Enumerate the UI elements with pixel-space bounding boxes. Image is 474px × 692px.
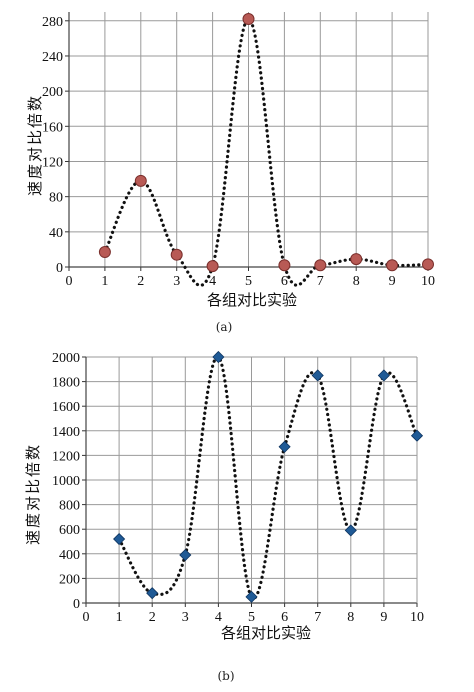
x-tick-label: 8: [353, 274, 360, 289]
x-tick-label: 7: [314, 610, 321, 625]
y-axis-title-a: 速度对比倍数: [26, 94, 44, 196]
x-tick-label: 6: [281, 274, 288, 289]
y-tick-label: 1600: [52, 400, 80, 415]
data-point: [350, 253, 363, 266]
data-point: [422, 258, 434, 271]
y-tick-label: 240: [42, 50, 63, 65]
y-tick-label: 1800: [52, 376, 80, 391]
x-tick-label: 4: [209, 274, 216, 289]
data-point: [314, 259, 327, 272]
x-tick-label: 5: [245, 274, 252, 289]
y-tick-label: 0: [73, 597, 80, 612]
x-tick-label: 6: [281, 610, 288, 625]
y-tick-label: 600: [59, 523, 80, 538]
y-tick-label: 400: [59, 548, 80, 563]
x-tick-label: 2: [149, 610, 156, 625]
x-tick-label: 3: [173, 274, 180, 289]
x-axis-title-b: 各组对比实验: [221, 624, 311, 642]
chart-panel-b: 0 200 400 600 800 1000 1200 1400 1600 1800 2000 0 1…: [24, 350, 425, 683]
y-tick-label: 40: [49, 226, 63, 241]
y-tick-labels-a: 0 40 80 120 160 200 240 280: [42, 15, 63, 276]
x-tick-label: 4: [215, 610, 222, 625]
x-tick-label: 10: [410, 610, 424, 625]
data-point: [146, 587, 159, 600]
y-tick-label: 1400: [52, 425, 80, 440]
x-tick-label: 8: [347, 610, 354, 625]
data-points-a: [98, 13, 434, 273]
x-tick-label: 1: [116, 610, 123, 625]
data-point: [278, 259, 291, 272]
x-tick-label: 3: [182, 610, 189, 625]
data-point: [344, 524, 357, 537]
data-point: [113, 532, 126, 546]
data-point: [170, 248, 183, 261]
data-point: [278, 440, 291, 453]
x-tick-label: 10: [421, 274, 435, 289]
data-points-b: [113, 350, 424, 603]
chart-panel-a: 0 40 80 120 160 200 240 280 0 1 2 3 4 5 6 7 8 9 10 各组对比实验…: [26, 12, 435, 334]
x-tick-label: 9: [389, 274, 396, 289]
x-tick-label: 0: [66, 274, 73, 289]
x-tick-label: 0: [83, 610, 90, 625]
axes-b: [82, 356, 418, 607]
y-tick-label: 160: [42, 120, 63, 135]
x-tick-label: 5: [248, 610, 255, 625]
data-point: [242, 13, 255, 26]
y-tick-label: 2000: [52, 351, 80, 366]
x-tick-label: 1: [101, 274, 108, 289]
data-point: [98, 246, 111, 259]
x-tick-label: 9: [380, 610, 387, 625]
x-tick-label: 7: [317, 274, 324, 289]
data-point: [386, 259, 399, 272]
y-tick-label: 120: [42, 155, 63, 170]
y-tick-label: 200: [59, 572, 80, 587]
x-tick-label: 2: [137, 274, 144, 289]
y-axis-title-b: 速度对比倍数: [24, 443, 42, 545]
gridlines-a: [69, 12, 429, 267]
x-tick-labels-b: 0 1 2 3 4 5 6 7 8 9 10: [83, 610, 425, 625]
gridlines-b: [86, 356, 418, 603]
x-tick-labels-a: 0 1 2 3 4 5 6 7 8 9 10: [66, 274, 436, 289]
panel-caption-a: (a): [216, 320, 233, 334]
data-point: [179, 548, 192, 562]
y-tick-label: 80: [49, 191, 63, 206]
data-point: [212, 350, 225, 364]
y-tick-labels-b: 0 200 400 600 800 1000 1200 1400 1600 1800 2000: [52, 351, 80, 612]
y-tick-label: 1000: [52, 474, 80, 489]
data-point: [410, 429, 424, 442]
y-tick-label: 0: [56, 261, 63, 276]
y-tick-label: 800: [59, 499, 80, 514]
y-tick-label: 1200: [52, 449, 80, 464]
y-tick-label: 200: [42, 85, 63, 100]
y-tick-label: 280: [42, 15, 63, 30]
panel-caption-b: (b): [217, 669, 234, 683]
data-point: [134, 174, 147, 187]
x-axis-title-a: 各组对比实验: [207, 291, 297, 309]
data-point: [206, 260, 219, 273]
data-point: [311, 369, 324, 382]
data-point: [377, 369, 390, 382]
data-point: [245, 590, 258, 603]
